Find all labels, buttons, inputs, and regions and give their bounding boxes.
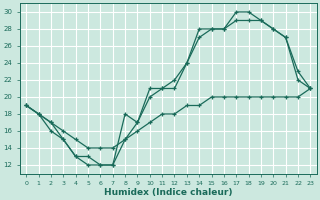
X-axis label: Humidex (Indice chaleur): Humidex (Indice chaleur) <box>104 188 233 197</box>
